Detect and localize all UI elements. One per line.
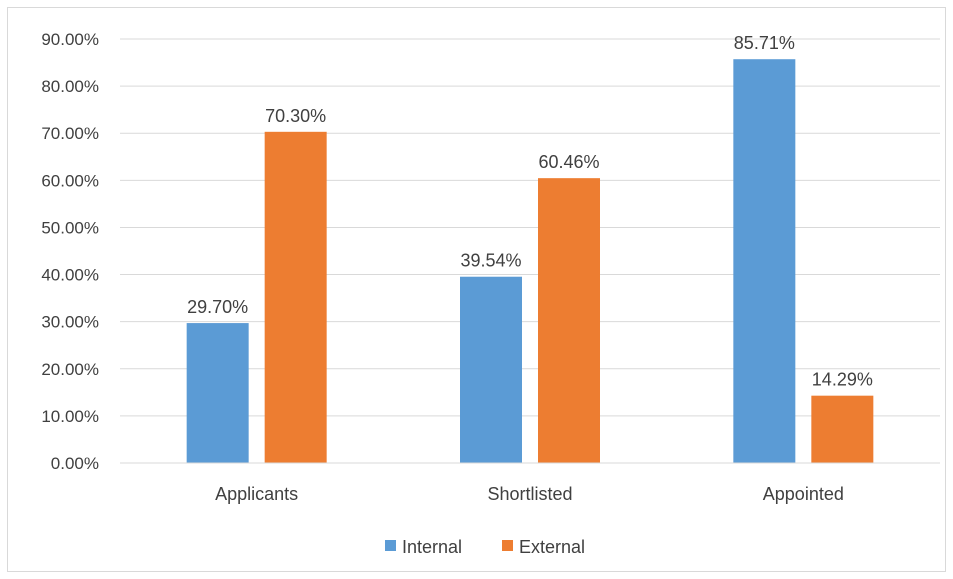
legend-swatch-internal (385, 540, 396, 551)
y-tick-label: 0.00% (51, 454, 99, 473)
y-axis: 0.00% 10.00% 20.00% 30.00% 40.00% 50.00% 60.00… (41, 30, 99, 473)
y-tick-label: 90.00% (41, 30, 99, 49)
data-label: 14.29% (812, 370, 873, 390)
y-tick-label: 70.00% (41, 124, 99, 143)
y-tick-label: 60.00% (41, 171, 99, 190)
bar-internal-applicants (186, 323, 249, 463)
bar-external-appointed (811, 395, 874, 463)
legend: Internal External (385, 537, 585, 557)
x-axis: Applicants Shortlisted Appointed (120, 462, 940, 504)
data-label: 39.54% (460, 251, 521, 271)
bar-internal-appointed (733, 59, 796, 464)
data-label: 60.46% (538, 152, 599, 172)
bars: 29.70% 70.30% 39.54% 60.46% 85.71% 14.29% (186, 33, 874, 464)
y-tick-label: 20.00% (41, 360, 99, 379)
y-tick-label: 40.00% (41, 266, 99, 285)
data-label: 85.71% (734, 33, 795, 53)
y-tick-label: 30.00% (41, 313, 99, 332)
y-tick-label: 50.00% (41, 218, 99, 237)
legend-label-internal: Internal (402, 537, 462, 557)
x-category-label: Appointed (763, 484, 844, 504)
data-label: 29.70% (187, 297, 248, 317)
bar-external-applicants (264, 131, 327, 463)
x-category-label: Shortlisted (487, 484, 572, 504)
y-tick-label: 80.00% (41, 77, 99, 96)
x-category-label: Applicants (215, 484, 298, 504)
data-label: 70.30% (265, 106, 326, 126)
y-tick-label: 10.00% (41, 407, 99, 426)
bar-internal-shortlisted (460, 276, 522, 463)
legend-label-external: External (519, 537, 585, 557)
legend-swatch-external (502, 540, 513, 551)
bar-external-shortlisted (538, 178, 600, 463)
